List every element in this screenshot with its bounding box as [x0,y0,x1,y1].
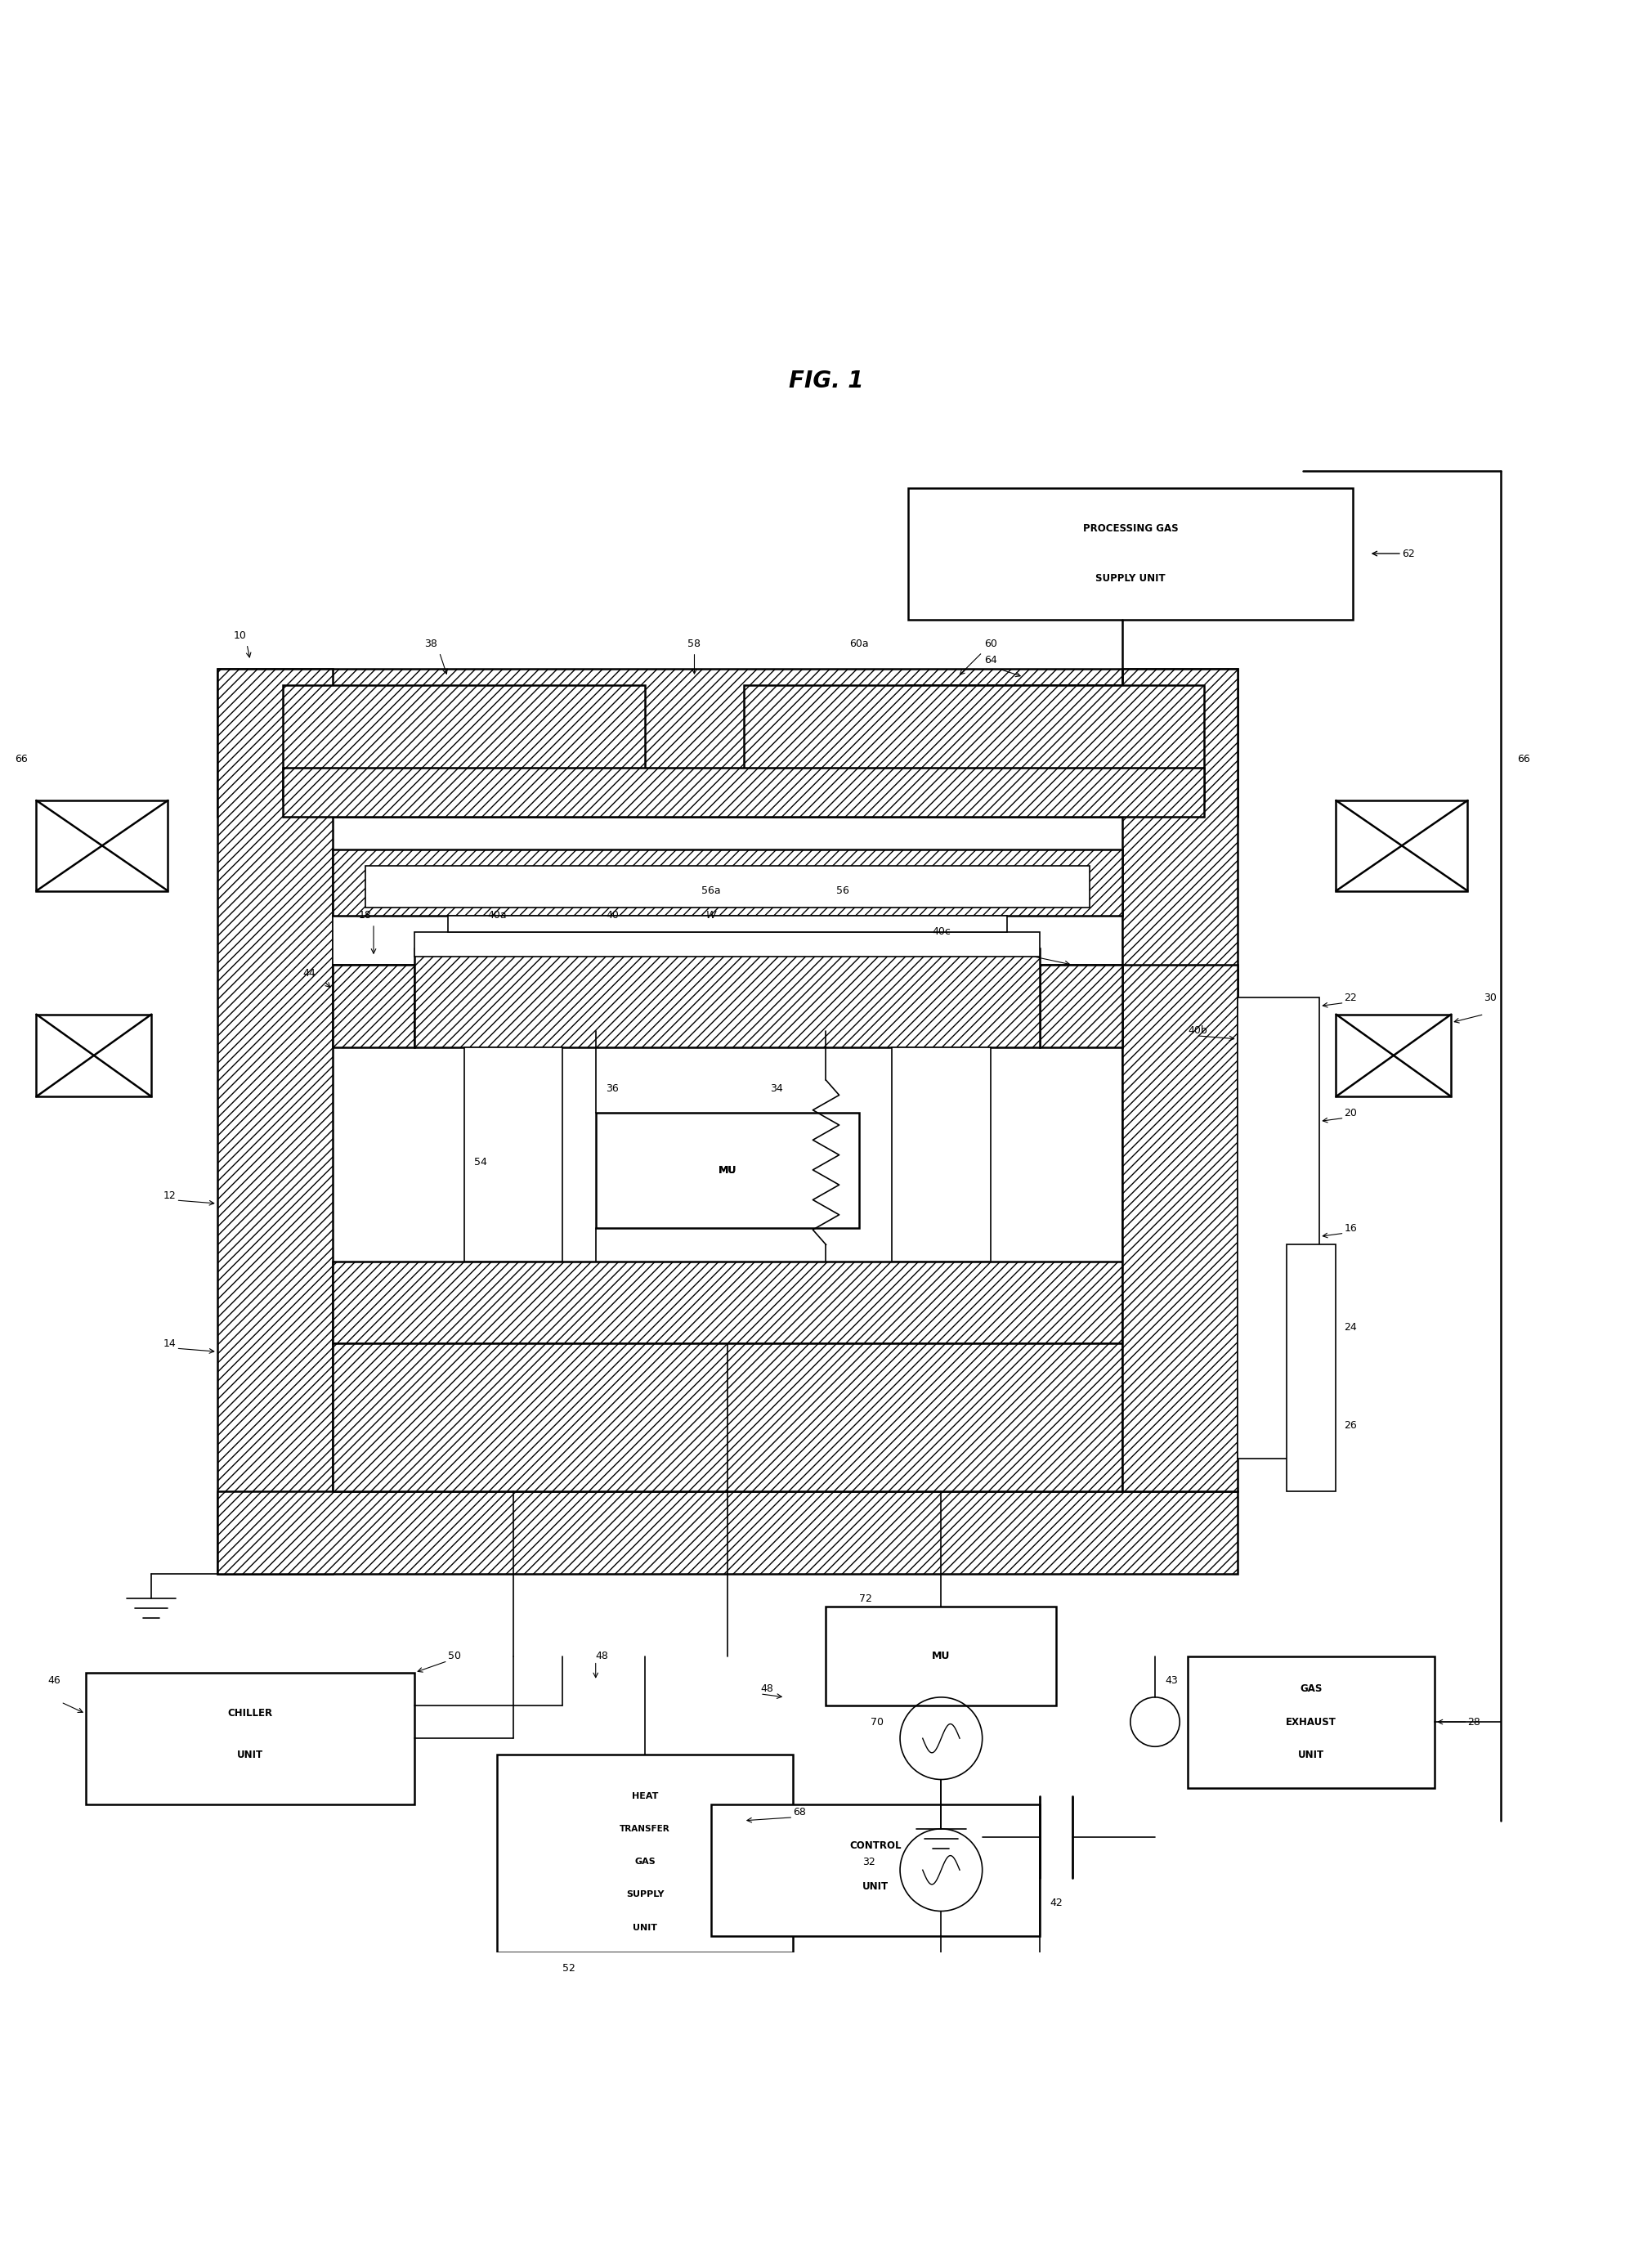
Text: 10: 10 [233,630,246,642]
Text: GAS: GAS [634,1857,656,1866]
Text: SUPPLY: SUPPLY [626,1891,664,1900]
Bar [332,1344,1122,1491]
Text: 40c: 40c [932,926,950,937]
Bar [282,684,644,800]
Text: 44: 44 [302,967,316,978]
Text: 56: 56 [836,886,849,897]
Bar [218,669,1237,818]
Bar [1188,1656,1434,1787]
Text: CONTROL: CONTROL [849,1841,902,1850]
Text: 20: 20 [1345,1107,1358,1118]
Text: 16: 16 [1345,1222,1356,1233]
Text: FIG. 1: FIG. 1 [788,368,864,393]
Text: 50: 50 [448,1651,461,1660]
Bar [1237,998,1320,1459]
Text: MU: MU [719,1166,737,1177]
Text: 48: 48 [760,1683,773,1694]
Text: HEAT: HEAT [631,1791,657,1800]
Text: 40b: 40b [1188,1026,1208,1037]
Text: MU: MU [932,1651,950,1660]
Text: 58: 58 [687,639,700,648]
Text: 38: 38 [425,639,438,648]
Text: SUPPLY UNIT: SUPPLY UNIT [1095,574,1165,583]
Bar [448,915,1008,933]
Text: 66: 66 [15,755,28,764]
Bar [332,849,1122,915]
Text: 18: 18 [358,910,372,922]
Text: 28: 28 [1467,1717,1480,1728]
Bar [892,1048,991,1261]
Text: 66: 66 [1517,755,1530,764]
Bar [415,949,1039,1048]
Text: 46: 46 [48,1676,61,1685]
Bar [282,768,1204,818]
Text: PROCESSING GAS: PROCESSING GAS [1082,524,1178,533]
Text: 54: 54 [474,1157,487,1168]
Bar [1039,965,1122,1048]
Bar [218,1491,1237,1575]
Text: UNIT: UNIT [236,1748,263,1760]
Bar [464,1048,563,1261]
Text: EXHAUST: EXHAUST [1285,1717,1336,1728]
Text: 62: 62 [1403,549,1414,558]
Bar [596,1114,859,1229]
Bar [332,965,415,1048]
Text: 14: 14 [164,1337,177,1349]
Text: 26: 26 [1345,1421,1356,1430]
Bar [497,1755,793,1952]
Text: 32: 32 [862,1857,876,1868]
Bar [332,915,1122,965]
Bar [415,933,1039,958]
Text: 24: 24 [1345,1322,1356,1333]
Bar [36,1014,152,1096]
Bar [710,1805,1039,1936]
Text: 72: 72 [859,1593,872,1604]
Bar [826,1606,1056,1706]
Text: GAS: GAS [1300,1683,1323,1694]
Text: 12: 12 [164,1190,177,1200]
Text: 48: 48 [596,1651,608,1660]
Text: 64: 64 [985,655,996,666]
Text: 52: 52 [563,1963,577,1974]
Text: UNIT: UNIT [633,1922,657,1931]
Text: 30: 30 [1483,992,1497,1003]
Text: 40: 40 [606,910,618,922]
Text: W: W [705,910,715,922]
Text: 68: 68 [793,1807,806,1818]
Text: 43: 43 [1165,1676,1178,1685]
Text: 40a: 40a [487,910,507,922]
Text: 36: 36 [606,1082,618,1093]
Text: 70: 70 [871,1717,884,1728]
Bar [36,800,169,890]
Bar [1122,669,1237,1294]
Text: 60a: 60a [849,639,869,648]
Bar [86,1672,415,1805]
Text: 60: 60 [985,639,998,648]
Bar [1122,965,1237,1491]
Text: MU: MU [719,1166,737,1177]
Text: 34: 34 [770,1082,783,1093]
Bar [365,865,1089,908]
Bar [1336,1014,1450,1096]
Bar [1287,1245,1336,1491]
Bar [743,684,1204,800]
Text: 22: 22 [1345,992,1356,1003]
Text: TRANSFER: TRANSFER [620,1825,671,1832]
Text: CHILLER: CHILLER [228,1708,273,1719]
Bar [909,488,1353,619]
Text: 56a: 56a [700,886,720,897]
Bar [332,1261,1122,1344]
Text: UNIT: UNIT [1298,1748,1325,1760]
Bar [1336,800,1467,890]
Text: 42: 42 [1051,1898,1062,1909]
Text: UNIT: UNIT [862,1882,889,1891]
Bar [218,669,332,1575]
